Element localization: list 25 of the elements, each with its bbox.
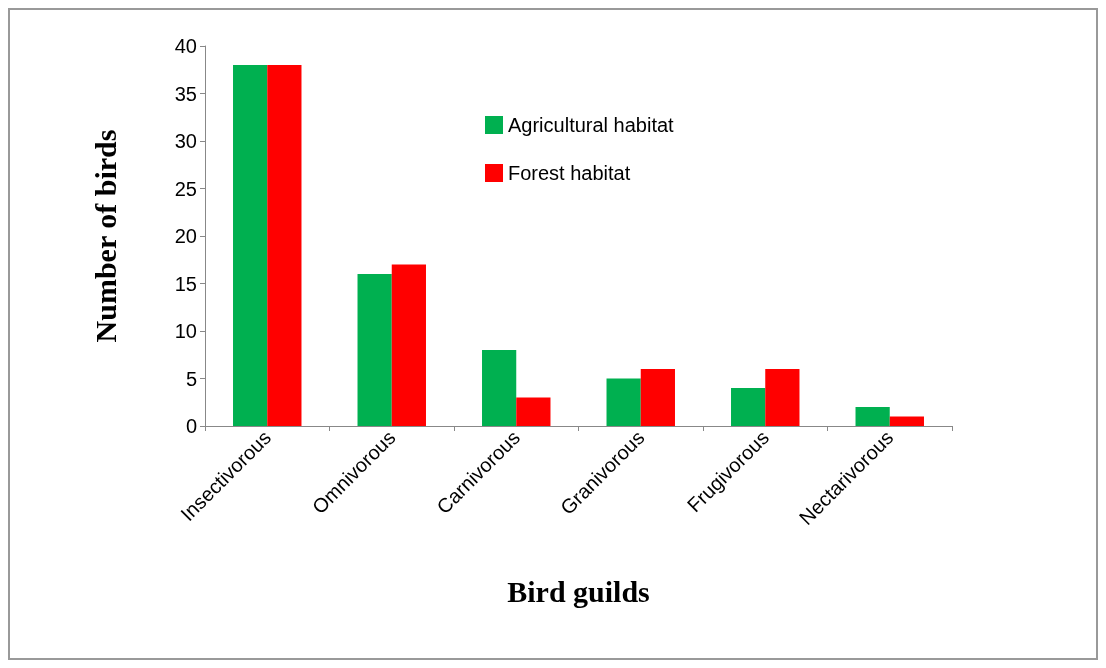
y-tick-label: 0 xyxy=(185,415,197,437)
bar xyxy=(391,264,426,426)
bar xyxy=(765,369,800,426)
bar xyxy=(482,350,517,426)
bar xyxy=(267,65,302,426)
y-tick-label: 5 xyxy=(185,367,197,390)
bar xyxy=(889,416,924,426)
legend-label: Forest habitat xyxy=(508,162,631,184)
bar xyxy=(516,397,551,426)
bar xyxy=(640,369,675,426)
y-tick-label: 20 xyxy=(174,225,197,247)
y-axis-title: Number of birds xyxy=(88,129,122,343)
bar xyxy=(731,388,766,426)
bar xyxy=(233,65,268,426)
y-tick-label: 10 xyxy=(174,320,197,342)
y-tick-label: 15 xyxy=(174,272,197,295)
x-axis-title: Bird guilds xyxy=(507,574,650,608)
y-tick-label: 35 xyxy=(174,82,197,105)
y-tick-label: 30 xyxy=(174,130,197,152)
bar xyxy=(855,407,890,426)
legend-label: Agricultural habitat xyxy=(508,114,675,136)
bar xyxy=(357,274,392,426)
y-tick-label: 25 xyxy=(174,177,197,200)
bar xyxy=(606,378,641,426)
y-tick-label: 40 xyxy=(174,35,197,57)
